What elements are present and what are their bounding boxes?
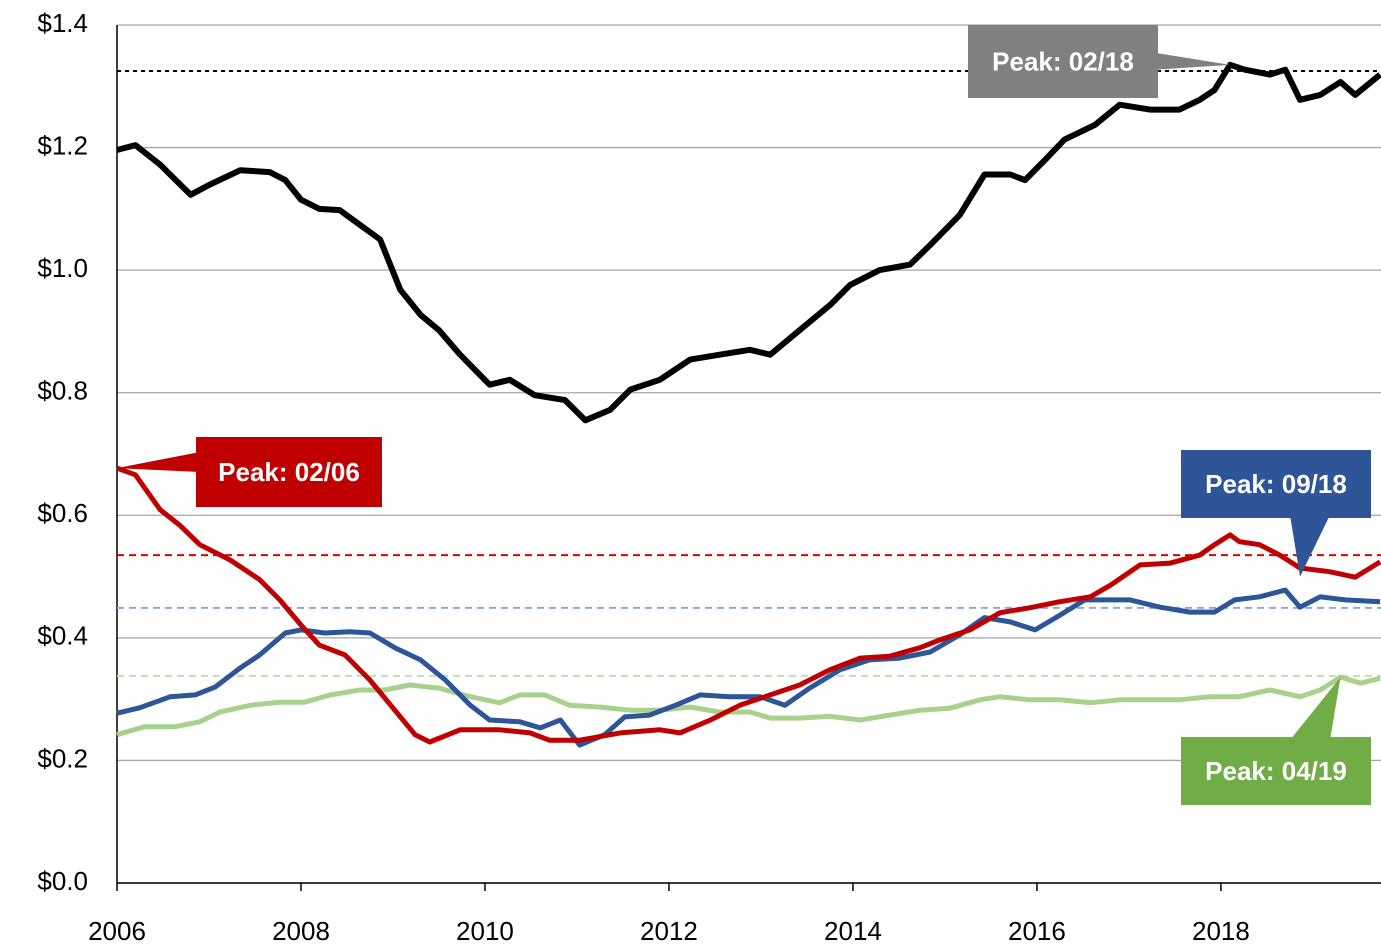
x-tick-label: 2008 bbox=[272, 916, 330, 946]
annotation-text: Peak: 02/06 bbox=[218, 457, 360, 487]
y-tick-label: $1.0 bbox=[37, 253, 88, 283]
annotation-pointer bbox=[1150, 52, 1231, 70]
y-tick-label: $1.2 bbox=[37, 130, 88, 160]
annotation-text: Peak: 02/18 bbox=[992, 46, 1134, 76]
annotation-text: Peak: 09/18 bbox=[1205, 469, 1347, 499]
series-line bbox=[116, 674, 1381, 738]
annotation-box bbox=[196, 437, 382, 507]
y-tick-label: $0.8 bbox=[37, 376, 88, 406]
annotation-box bbox=[1181, 737, 1371, 805]
y-tick-label: $0.0 bbox=[37, 866, 88, 896]
annotation-pointer bbox=[1290, 515, 1330, 577]
x-tick-label: 2010 bbox=[456, 916, 514, 946]
x-tick-label: 2016 bbox=[1008, 916, 1066, 946]
series-line bbox=[116, 465, 1381, 745]
series-line bbox=[116, 587, 1381, 748]
x-tick-label: 2006 bbox=[88, 916, 146, 946]
y-tick-label: $1.4 bbox=[37, 8, 88, 38]
series-line bbox=[116, 61, 1381, 424]
x-tick-label: 2012 bbox=[640, 916, 698, 946]
y-tick-label: $0.2 bbox=[37, 743, 88, 773]
y-tick-label: $0.6 bbox=[37, 498, 88, 528]
annotation-box bbox=[1181, 450, 1371, 518]
x-tick-label: 2018 bbox=[1192, 916, 1250, 946]
y-tick-label: $0.4 bbox=[37, 621, 88, 651]
annotation-box bbox=[968, 25, 1158, 98]
annotation-text: Peak: 04/19 bbox=[1205, 756, 1347, 786]
x-tick-label: 2014 bbox=[824, 916, 882, 946]
annotation-pointer bbox=[117, 452, 200, 472]
annotation-pointer bbox=[1290, 677, 1341, 740]
